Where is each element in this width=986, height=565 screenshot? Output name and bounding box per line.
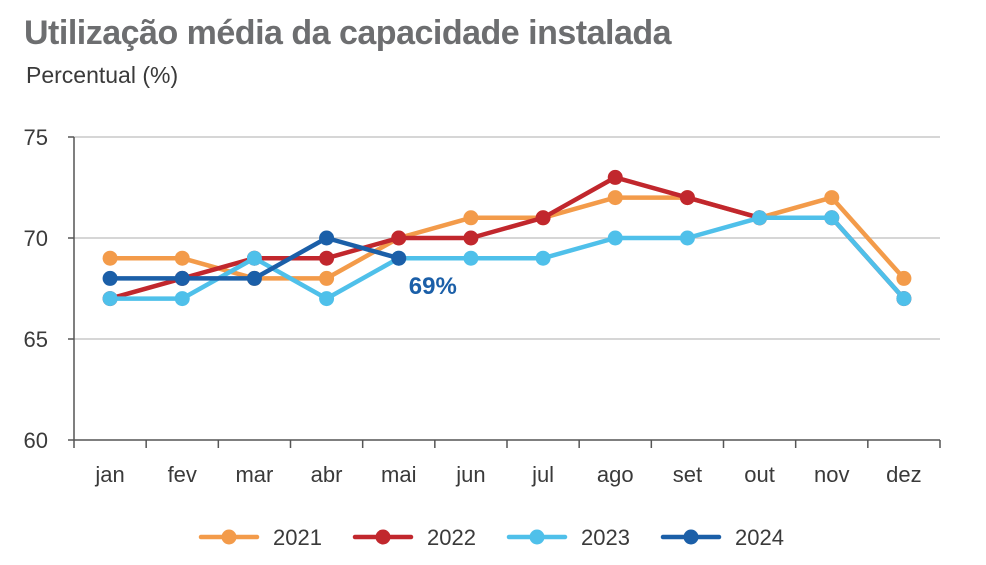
data-point-2023-dez — [896, 291, 912, 307]
annotations: 69% — [409, 273, 457, 300]
legend-swatch-marker — [221, 529, 237, 545]
data-point-2024-mar — [246, 270, 262, 286]
data-point-2024-abr — [319, 230, 335, 246]
data-point-2021-nov — [824, 190, 840, 206]
legend-label: 2022 — [427, 525, 476, 550]
chart-subtitle: Percentual (%) — [26, 62, 179, 88]
legend-item-2023: 2023 — [506, 525, 630, 550]
legend-item-2021: 2021 — [198, 525, 322, 550]
legend-item-2022: 2022 — [352, 525, 476, 550]
x-tick-label-jan: jan — [94, 462, 124, 487]
data-point-2024-fev — [174, 270, 190, 286]
data-point-2022-set — [679, 190, 695, 206]
chart-title: Utilização média da capacidade instalada — [24, 14, 672, 52]
data-point-2022-jul — [535, 210, 551, 226]
legend: 2021 2022 2023 2024 — [198, 525, 784, 550]
x-tick-label-jun: jun — [455, 462, 485, 487]
data-point-2021-jun — [463, 210, 479, 226]
y-tick-label: 70 — [24, 226, 48, 251]
series-line-2023 — [107, 215, 907, 301]
x-tick-label-out: out — [744, 462, 775, 487]
x-tick-label-mar: mar — [235, 462, 273, 487]
data-point-2024-jan — [102, 270, 118, 286]
data-point-2023-out — [752, 210, 768, 226]
data-point-2023-abr — [319, 291, 335, 307]
legend-label: 2021 — [273, 525, 322, 550]
data-point-2021-ago — [607, 190, 623, 206]
data-point-2021-fev — [174, 250, 190, 266]
x-tick-label-fev: fev — [168, 462, 197, 487]
legend-item-2024: 2024 — [660, 525, 784, 550]
data-point-2024-mai — [391, 250, 407, 266]
data-point-2022-jun — [463, 230, 479, 246]
axes: 60 65 70 75 jan fev mar abr mai jun jul ago set out no… — [24, 125, 941, 487]
legend-swatch-marker — [683, 529, 699, 545]
series-2023 — [102, 210, 912, 307]
annotation-label: 69% — [409, 273, 457, 300]
series-2024 — [102, 230, 407, 286]
data-point-2023-jan — [102, 291, 118, 307]
series-line-2021 — [107, 195, 907, 281]
data-point-2023-jun — [463, 250, 479, 266]
x-tick-label-set: set — [673, 462, 702, 487]
y-tick-label: 65 — [24, 327, 48, 352]
data-point-2022-mai — [391, 230, 407, 246]
x-tick-label-dez: dez — [886, 462, 921, 487]
data-point-2022-ago — [607, 169, 623, 185]
legend-swatch-marker — [529, 529, 545, 545]
y-tick-label: 60 — [24, 428, 48, 453]
x-tick-label-ago: ago — [597, 462, 634, 487]
series-lines — [102, 169, 912, 307]
x-tick-label-mai: mai — [381, 462, 416, 487]
data-point-2023-mar — [246, 250, 262, 266]
x-tick-label-abr: abr — [311, 462, 343, 487]
data-point-2021-dez — [896, 270, 912, 286]
y-tick-label: 75 — [24, 125, 48, 150]
data-point-2021-abr — [319, 270, 335, 286]
legend-swatch-marker — [375, 529, 391, 545]
data-point-2023-jul — [535, 250, 551, 266]
x-tick-label-jul: jul — [531, 462, 554, 487]
gridlines — [74, 136, 940, 340]
data-point-2022-abr — [319, 250, 335, 266]
data-point-2023-set — [679, 230, 695, 246]
data-point-2023-ago — [607, 230, 623, 246]
legend-label: 2024 — [735, 525, 784, 550]
data-point-2021-jan — [102, 250, 118, 266]
data-point-2023-nov — [824, 210, 840, 226]
x-tick-label-nov: nov — [814, 462, 849, 487]
legend-label: 2023 — [581, 525, 630, 550]
data-point-2023-fev — [174, 291, 190, 307]
